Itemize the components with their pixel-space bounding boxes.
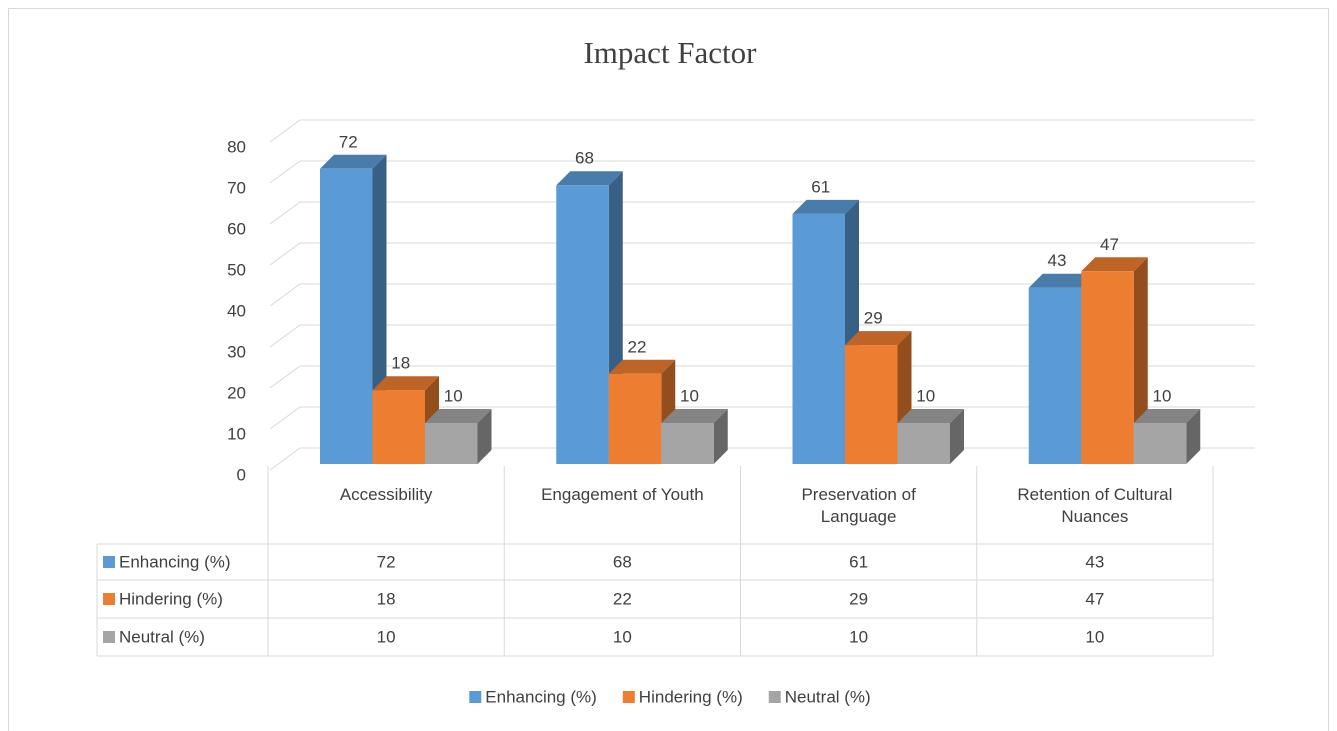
legend-key bbox=[103, 593, 115, 605]
table-value: 72 bbox=[377, 552, 396, 571]
grid-line bbox=[269, 160, 1255, 184]
y-tick-label: 70 bbox=[227, 178, 246, 197]
bar-top bbox=[556, 171, 623, 186]
grid-line bbox=[269, 119, 1255, 143]
table-value: 22 bbox=[613, 589, 632, 608]
bar bbox=[1133, 423, 1187, 464]
chart-title: Impact Factor bbox=[583, 35, 757, 70]
y-tick-label: 40 bbox=[227, 301, 246, 320]
y-tick-label: 80 bbox=[227, 137, 246, 156]
table-value: 29 bbox=[849, 589, 868, 608]
bar bbox=[845, 345, 898, 464]
category-cell: Retention of Cultural Nuances bbox=[1017, 485, 1173, 526]
bar-side bbox=[713, 409, 728, 464]
bar-top bbox=[425, 409, 492, 423]
bar-side bbox=[950, 409, 964, 464]
data-label: 22 bbox=[628, 337, 647, 356]
y-tick-label: 30 bbox=[227, 342, 246, 361]
table-value: 43 bbox=[1085, 552, 1104, 571]
x-tick-label: Accessibility bbox=[339, 485, 433, 504]
bar-top bbox=[608, 359, 676, 374]
legend-key bbox=[103, 631, 115, 643]
y-tick-label: 0 bbox=[237, 465, 246, 484]
grid-line bbox=[269, 406, 1255, 430]
bar bbox=[608, 373, 662, 464]
legend-swatch bbox=[469, 691, 482, 703]
bar-top bbox=[1081, 257, 1148, 272]
data-label: 72 bbox=[339, 132, 358, 151]
y-tick-label: 50 bbox=[227, 260, 246, 279]
legend-label: Neutral (%) bbox=[785, 687, 871, 706]
bar bbox=[320, 168, 373, 465]
data-label: 68 bbox=[575, 149, 594, 168]
data-label: 10 bbox=[916, 386, 935, 405]
bar bbox=[372, 390, 425, 464]
bar bbox=[556, 185, 609, 464]
bar bbox=[661, 423, 714, 464]
bar-side bbox=[1133, 257, 1148, 464]
bar-top bbox=[372, 376, 439, 391]
legend-label: Hindering (%) bbox=[639, 687, 743, 706]
category-cell: Preservation of Language bbox=[801, 485, 916, 526]
grid-line bbox=[269, 324, 1255, 348]
legend: Enhancing (%) Hindering (%) Neutral (%) bbox=[469, 687, 871, 706]
data-label: 10 bbox=[1153, 386, 1172, 405]
grid-line bbox=[269, 365, 1255, 389]
bar-side bbox=[1186, 409, 1201, 464]
bar-top bbox=[1028, 273, 1096, 288]
row-label: Hindering (%) bbox=[119, 589, 223, 608]
legend-swatch bbox=[622, 691, 635, 703]
legend-label: Enhancing (%) bbox=[485, 687, 597, 706]
category-cell: Engagement of Youth bbox=[541, 485, 704, 504]
data-label: 43 bbox=[1048, 251, 1067, 270]
x-tick-label: Retention of Cultural Nuances bbox=[1017, 485, 1173, 526]
bar-top bbox=[320, 154, 387, 169]
bar bbox=[792, 213, 845, 464]
row-label: Enhancing (%) bbox=[119, 552, 231, 571]
table-value: 10 bbox=[1085, 627, 1104, 646]
x-tick-label: Preservation of Language bbox=[801, 485, 916, 526]
table-value: 47 bbox=[1085, 589, 1104, 608]
bar-side bbox=[477, 409, 492, 464]
table-value: 61 bbox=[849, 552, 868, 571]
bar-top bbox=[897, 409, 964, 423]
category-cell: Accessibility bbox=[339, 485, 433, 504]
data-label: 18 bbox=[391, 354, 410, 373]
table-value: 10 bbox=[849, 627, 868, 646]
data-label: 29 bbox=[864, 309, 883, 328]
row-label: Neutral (%) bbox=[119, 627, 205, 646]
x-tick-label: Engagement of Youth bbox=[541, 485, 704, 504]
bar-top bbox=[792, 199, 859, 214]
bar-top bbox=[661, 409, 728, 423]
grid-line bbox=[269, 283, 1255, 307]
grid-line bbox=[269, 201, 1255, 225]
y-tick-label: 10 bbox=[227, 424, 246, 443]
bar-top bbox=[845, 331, 912, 346]
data-label: 10 bbox=[444, 386, 463, 405]
bar bbox=[1028, 287, 1082, 464]
bar-top bbox=[1133, 409, 1201, 423]
bar bbox=[897, 423, 950, 464]
y-tick-label: 20 bbox=[227, 383, 246, 402]
grid-line bbox=[269, 242, 1255, 266]
data-label: 10 bbox=[680, 386, 699, 405]
table-value: 10 bbox=[377, 627, 396, 646]
table-value: 18 bbox=[377, 589, 396, 608]
table-value: 10 bbox=[613, 627, 632, 646]
data-label: 61 bbox=[811, 177, 830, 196]
y-tick-label: 60 bbox=[227, 219, 246, 238]
bar bbox=[1081, 271, 1134, 464]
legend-swatch bbox=[768, 691, 781, 703]
data-label: 47 bbox=[1100, 235, 1119, 254]
bar bbox=[425, 423, 478, 464]
table-value: 68 bbox=[613, 552, 632, 571]
legend-key bbox=[103, 556, 115, 568]
